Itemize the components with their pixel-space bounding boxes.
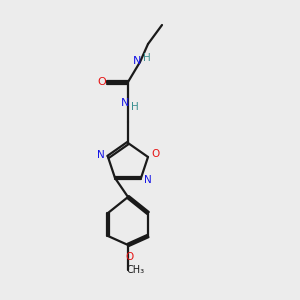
Text: N: N: [97, 150, 105, 160]
Text: N: N: [121, 98, 129, 108]
Text: H: H: [131, 102, 139, 112]
Text: N: N: [133, 56, 141, 66]
Text: O: O: [151, 149, 159, 159]
Text: O: O: [98, 77, 106, 87]
Text: H: H: [143, 53, 151, 63]
Text: CH₃: CH₃: [127, 265, 145, 275]
Text: N: N: [144, 175, 152, 185]
Text: O: O: [126, 252, 134, 262]
